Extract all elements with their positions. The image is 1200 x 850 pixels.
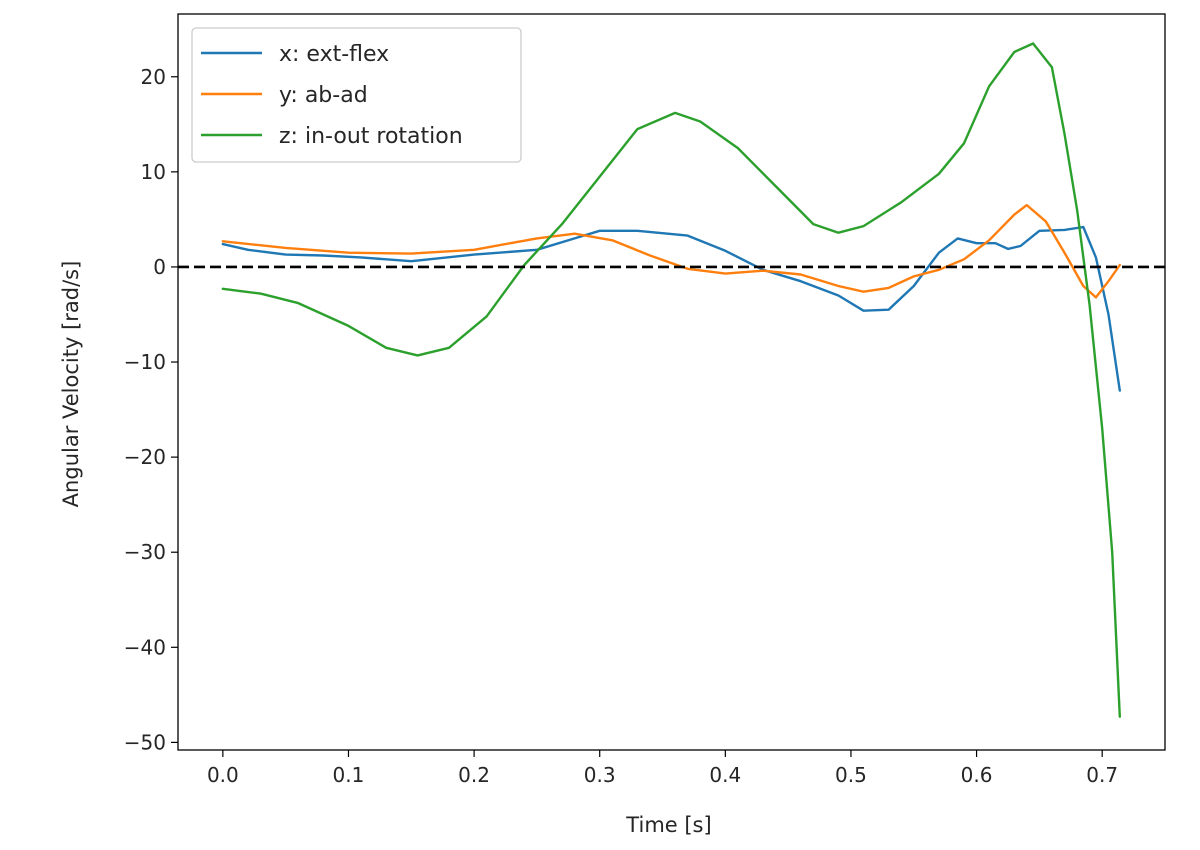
y-tick-label: 10 xyxy=(141,160,166,184)
y-tick-label: −30 xyxy=(124,540,166,564)
x-tick-label: 0.2 xyxy=(458,763,490,787)
x-axis-label: Time [s] xyxy=(625,813,711,837)
series-line-1 xyxy=(221,225,1121,392)
legend: x: ext-flex y: ab-ad z: in-out rotation xyxy=(191,27,522,163)
x-tick-label: 0.5 xyxy=(835,763,867,787)
y-tick-label: −50 xyxy=(124,730,166,754)
axes-frame xyxy=(177,13,1166,751)
y-axis-label: Angular Velocity [rad/s] xyxy=(59,261,83,508)
y-tick-label: 0 xyxy=(153,255,166,279)
y-tick-label: −10 xyxy=(124,350,166,374)
series-line-3 xyxy=(221,42,1121,718)
y-tick-label: −20 xyxy=(124,445,166,469)
x-tick-label: 0.3 xyxy=(584,763,616,787)
x-tick-label: 0.0 xyxy=(207,763,239,787)
legend-label-1: x: ext-flex xyxy=(279,42,389,67)
x-tick-label: 0.7 xyxy=(1086,763,1118,787)
y-tick-label: 20 xyxy=(141,65,166,89)
x-tick-label: 0.4 xyxy=(709,763,741,787)
x-tick-label: 0.6 xyxy=(961,763,993,787)
legend-box xyxy=(191,27,522,163)
y-tick-label: −40 xyxy=(124,635,166,659)
series-group xyxy=(178,42,1165,718)
legend-label-3: z: in-out rotation xyxy=(279,124,463,149)
axes: 0.0 0.1 0.2 0.3 0.4 0.5 0.6 0.7 20 10 0 −10 −20 −30 −4… xyxy=(124,13,1166,787)
series-line-2 xyxy=(221,203,1121,299)
plot-area xyxy=(178,42,1165,718)
legend-label-2: y: ab-ad xyxy=(279,83,368,108)
x-tick-label: 0.1 xyxy=(333,763,365,787)
